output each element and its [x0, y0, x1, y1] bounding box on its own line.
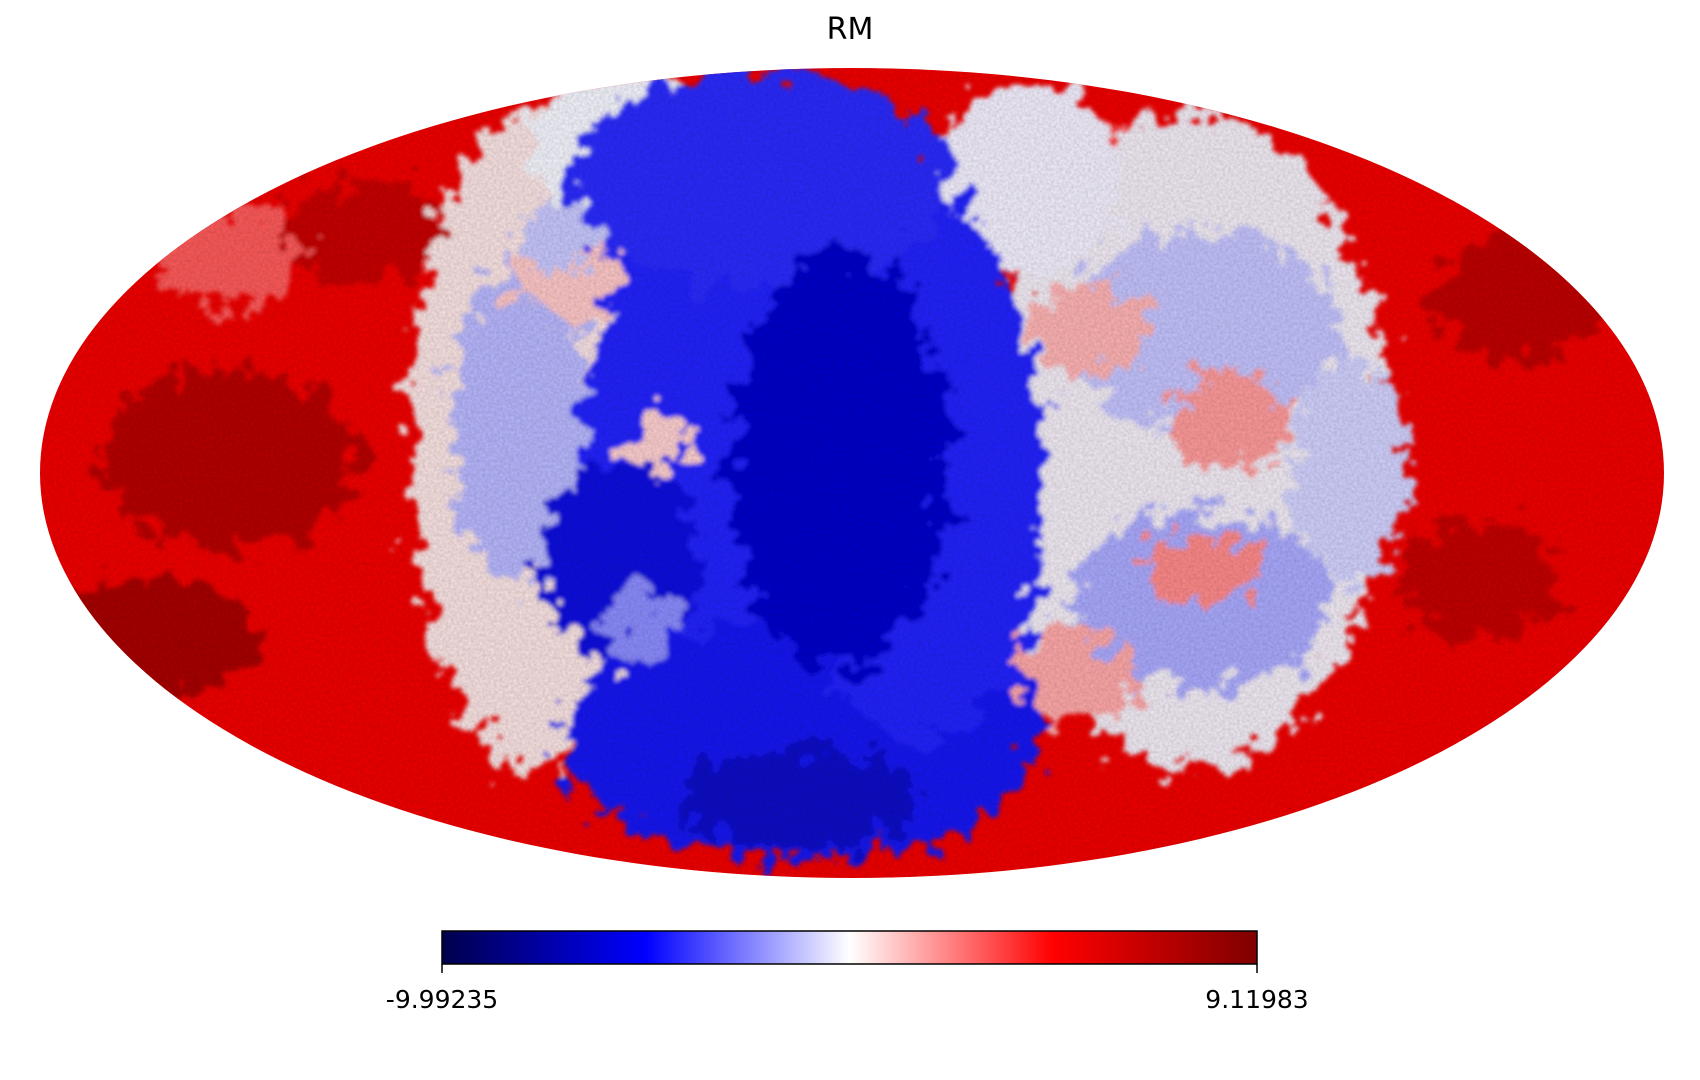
colorbar-min-label: -9.99235: [385, 985, 499, 1014]
colorbar-frame: [441, 930, 1258, 965]
colorbar-max-label: 9.11983: [1205, 985, 1309, 1014]
sky-map: [40, 68, 1664, 878]
map-title: RM: [826, 12, 874, 47]
colorbar-gradient: [442, 931, 1257, 964]
